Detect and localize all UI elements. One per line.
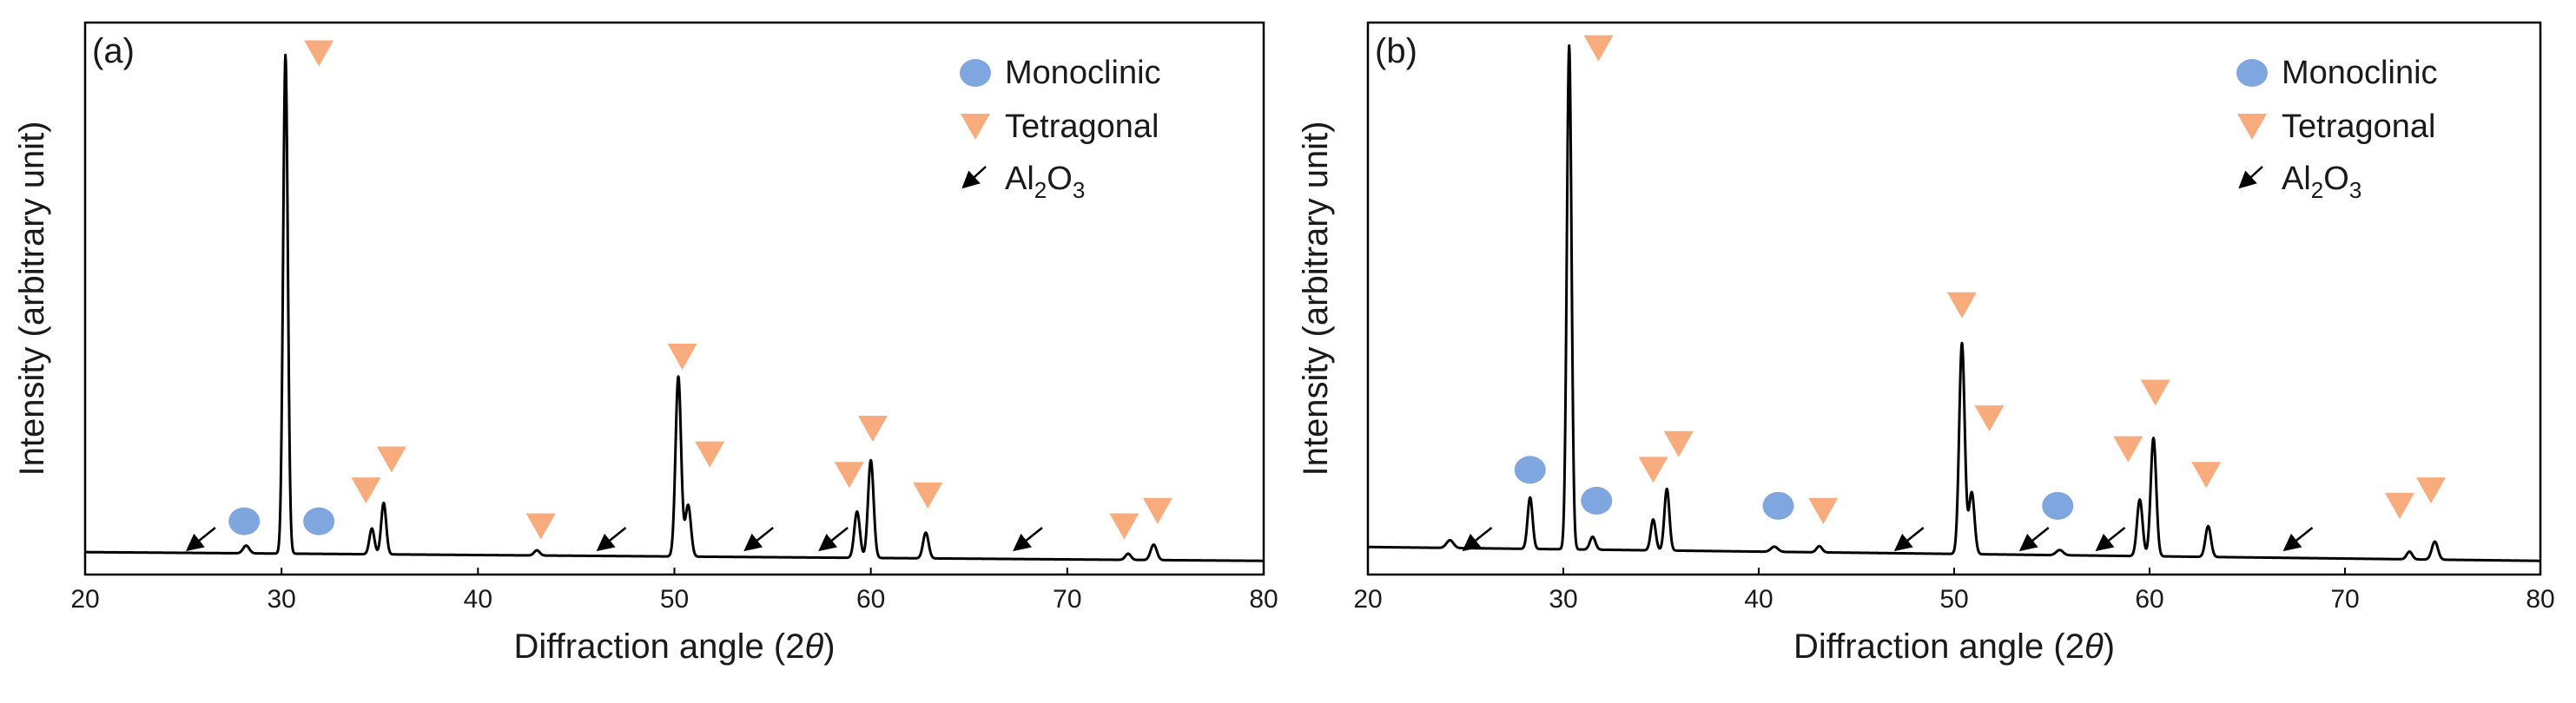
legend-al2o3-label: Al2O3	[2282, 161, 2361, 203]
x-tick-label: 70	[2330, 585, 2359, 614]
al2o3-arrow	[1462, 527, 1493, 552]
legend-al2o3-sub2: 3	[1073, 177, 1085, 203]
legend-tetragonal-icon	[2237, 114, 2267, 140]
x-tick-label: 20	[1353, 585, 1382, 614]
legend-al2o3-al: Al	[1005, 161, 1034, 197]
legend-monoclinic-icon	[960, 59, 991, 87]
al2o3-arrow	[743, 527, 774, 552]
tetragonal-marker	[2416, 477, 2446, 504]
x-tick-label: 80	[1249, 585, 1278, 614]
legend-monoclinic-label: Monoclinic	[1005, 55, 1161, 91]
al2o3-arrow	[1013, 527, 1043, 552]
x-axis-label-suffix: )	[2104, 627, 2115, 666]
y-axis-label: Intensity (arbitrary unit)	[1297, 121, 1335, 476]
x-axis-label-prefix: Diffraction angle (2	[1793, 627, 2084, 666]
monoclinic-marker	[2042, 491, 2074, 520]
legend-tetragonal-label: Tetragonal	[2282, 108, 2435, 145]
x-tick-label: 50	[1939, 585, 1968, 614]
x-tick-label: 20	[70, 585, 99, 614]
y-axis-label: Intensity (arbitrary unit)	[13, 121, 51, 476]
legend-al2o3-sub2: 3	[2349, 177, 2361, 203]
monoclinic-marker	[228, 507, 261, 535]
tetragonal-marker	[1808, 497, 1839, 524]
tetragonal-marker	[2140, 379, 2170, 406]
x-axis-label: Diffraction angle (2θ)	[513, 627, 835, 666]
x-axis-label-suffix: )	[823, 627, 835, 666]
al2o3-arrow	[818, 527, 849, 552]
x-tick-label: 60	[856, 585, 885, 614]
legend-al2o3-al: Al	[2282, 161, 2311, 197]
panel-label: (b)	[1375, 32, 1417, 70]
legend-monoclinic-icon	[2236, 59, 2268, 87]
chart-panel-a: 20 30 40 50 60 70 80 Diffraction angle (2θ) Inte…	[13, 21, 1278, 666]
legend-al2o3-sub1: 2	[2311, 177, 2323, 203]
x-axis-label-symbol: θ	[2084, 627, 2104, 666]
monoclinic-marker	[1762, 491, 1794, 520]
tetragonal-marker	[695, 441, 725, 468]
al2o3-arrow	[2018, 527, 2050, 552]
tetragonal-marker	[1638, 457, 1668, 483]
al2o3-arrow	[2282, 527, 2314, 552]
x-tick-label: 70	[1053, 585, 1081, 614]
tetragonal-marker	[2191, 462, 2222, 489]
legend-al2o3-o: O	[1047, 161, 1073, 197]
x-tick-label: 40	[1744, 585, 1773, 614]
monoclinic-marker	[1581, 486, 1613, 515]
legend: Monoclinic Tetragonal Al2O3	[2236, 55, 2438, 203]
tetragonal-marker	[1663, 430, 1694, 457]
panel-label: (a)	[92, 32, 135, 70]
x-axis-label: Diffraction angle (2θ)	[1793, 627, 2115, 666]
legend-al2o3-o: O	[2323, 161, 2349, 197]
diffraction-curve	[1366, 43, 2542, 562]
legend-tetragonal-icon	[961, 114, 990, 140]
x-axis-label-prefix: Diffraction angle (2	[513, 627, 804, 666]
x-tick-label: 80	[2526, 585, 2554, 614]
monoclinic-marker	[303, 507, 335, 535]
x-tick-label: 30	[267, 585, 295, 614]
tetragonal-marker	[1109, 513, 1139, 540]
x-axis-label-symbol: θ	[804, 627, 823, 666]
diffraction-curve	[83, 53, 1265, 562]
tetragonal-marker	[351, 477, 381, 504]
chart-panel-b: 20 30 40 50 60 70 80 Diffraction angle (2θ) Inte…	[1297, 21, 2555, 666]
tetragonal-marker	[1583, 35, 1614, 62]
tetragonal-marker	[376, 446, 406, 473]
legend: Monoclinic Tetragonal Al2O3	[960, 55, 1161, 203]
legend-monoclinic-label: Monoclinic	[2282, 55, 2438, 91]
legend-tetragonal-label: Tetragonal	[1005, 108, 1159, 145]
legend-al2o3-icon	[2238, 166, 2263, 189]
tetragonal-marker	[1974, 405, 2005, 432]
x-tick-label: 50	[660, 585, 689, 614]
tetragonal-marker	[857, 415, 888, 442]
tetragonal-marker	[525, 513, 556, 540]
tetragonal-marker	[2113, 436, 2143, 463]
x-tick-label: 60	[2135, 585, 2163, 614]
al2o3-arrow	[185, 527, 216, 552]
tetragonal-marker	[1947, 292, 1977, 319]
al2o3-arrow	[2095, 527, 2126, 552]
tetragonal-marker	[913, 482, 943, 509]
tetragonal-marker	[834, 462, 864, 489]
tetragonal-marker	[1142, 497, 1172, 524]
monoclinic-marker	[1514, 456, 1546, 484]
al2o3-arrow	[1893, 527, 1925, 552]
legend-al2o3-label: Al2O3	[1005, 161, 1085, 203]
legend-al2o3-sub1: 2	[1034, 177, 1047, 203]
al2o3-arrow	[596, 527, 627, 552]
x-tick-label: 30	[1549, 585, 1577, 614]
tetragonal-marker	[667, 344, 697, 371]
x-tick-label: 40	[464, 585, 492, 614]
legend-al2o3-icon	[961, 166, 987, 189]
tetragonal-marker	[2385, 492, 2414, 519]
tetragonal-marker	[304, 40, 334, 67]
